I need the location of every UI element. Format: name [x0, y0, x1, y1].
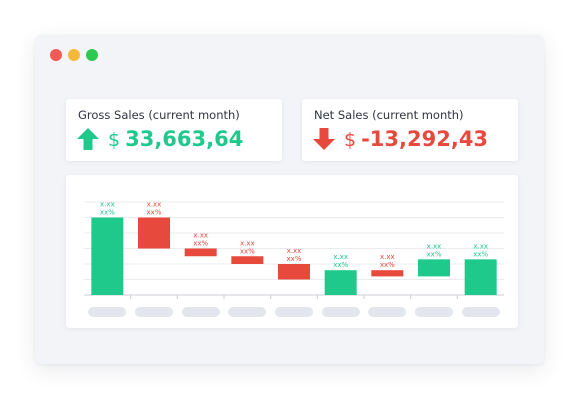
- bar-percent-label: xx%: [287, 255, 302, 263]
- gross-sales-value-row: $33,663,64: [108, 126, 243, 153]
- waterfall-bar: [464, 259, 497, 295]
- waterfall-bar: [231, 256, 264, 264]
- bar-value-label: x.xx: [333, 253, 348, 261]
- waterfall-bar: [324, 270, 357, 295]
- bar-percent-label: xx%: [193, 240, 208, 248]
- waterfall-bar: [371, 270, 404, 277]
- bar-percent-label: xx%: [427, 250, 442, 258]
- net-sales-currency: $: [344, 129, 357, 151]
- net-sales-title: Net Sales (current month): [314, 108, 464, 122]
- bar-percent-label: xx%: [473, 250, 488, 258]
- waterfall-bar: [184, 248, 217, 257]
- waterfall-bar: [418, 259, 450, 277]
- arrow-down-icon: [313, 128, 335, 150]
- category-label-placeholder: [415, 307, 453, 317]
- maximize-window-button[interactable]: [86, 49, 98, 61]
- net-sales-value-row: $ -13,292,43: [344, 126, 488, 153]
- waterfall-bar: [91, 217, 124, 295]
- bar-percent-label: xx%: [240, 247, 255, 255]
- bar-percent-label: xx%: [147, 209, 162, 217]
- minimize-window-button[interactable]: [68, 49, 80, 61]
- category-label-placeholder: [461, 307, 500, 317]
- app-window: Gross Sales (current month) $33,663,64 N…: [35, 35, 544, 364]
- category-label-placeholder: [228, 307, 267, 317]
- waterfall-chart-card: x.xx xx% x.xx xx% x.xx xx% x.xx xx% x.xx xx% x.xx x…: [66, 175, 518, 328]
- waterfall-bar: [278, 264, 310, 280]
- net-sales-value: -13,292,43: [361, 127, 489, 151]
- bar-value-label: x.xx: [427, 242, 442, 250]
- bar-value-label: x.xx: [147, 201, 162, 209]
- gross-sales-value: 33,663,64: [125, 127, 244, 151]
- category-label-placeholder: [275, 307, 313, 317]
- waterfall-bar: [138, 217, 170, 249]
- gross-sales-title: Gross Sales (current month): [78, 108, 240, 122]
- category-label-placeholder: [181, 307, 220, 317]
- category-label-placeholder: [321, 307, 360, 317]
- category-label-placeholder: [135, 307, 173, 317]
- arrow-up-icon: [77, 128, 99, 150]
- bar-percent-label: xx%: [100, 209, 115, 217]
- category-label-placeholder: [368, 307, 407, 317]
- bar-percent-label: xx%: [380, 261, 395, 269]
- bar-value-label: x.xx: [380, 253, 395, 261]
- gross-sales-card: Gross Sales (current month) $33,663,64: [66, 99, 282, 161]
- bar-percent-label: xx%: [333, 261, 348, 269]
- bar-value-label: x.xx: [240, 239, 255, 247]
- close-window-button[interactable]: [50, 49, 62, 61]
- bar-value-label: x.xx: [287, 247, 302, 255]
- gross-sales-currency: $: [108, 129, 121, 151]
- bar-value-label: x.xx: [100, 201, 115, 209]
- category-label-placeholder: [88, 307, 127, 317]
- bar-value-label: x.xx: [473, 242, 488, 250]
- net-sales-card: Net Sales (current month) $ -13,292,43: [302, 99, 518, 161]
- bar-value-label: x.xx: [193, 232, 208, 240]
